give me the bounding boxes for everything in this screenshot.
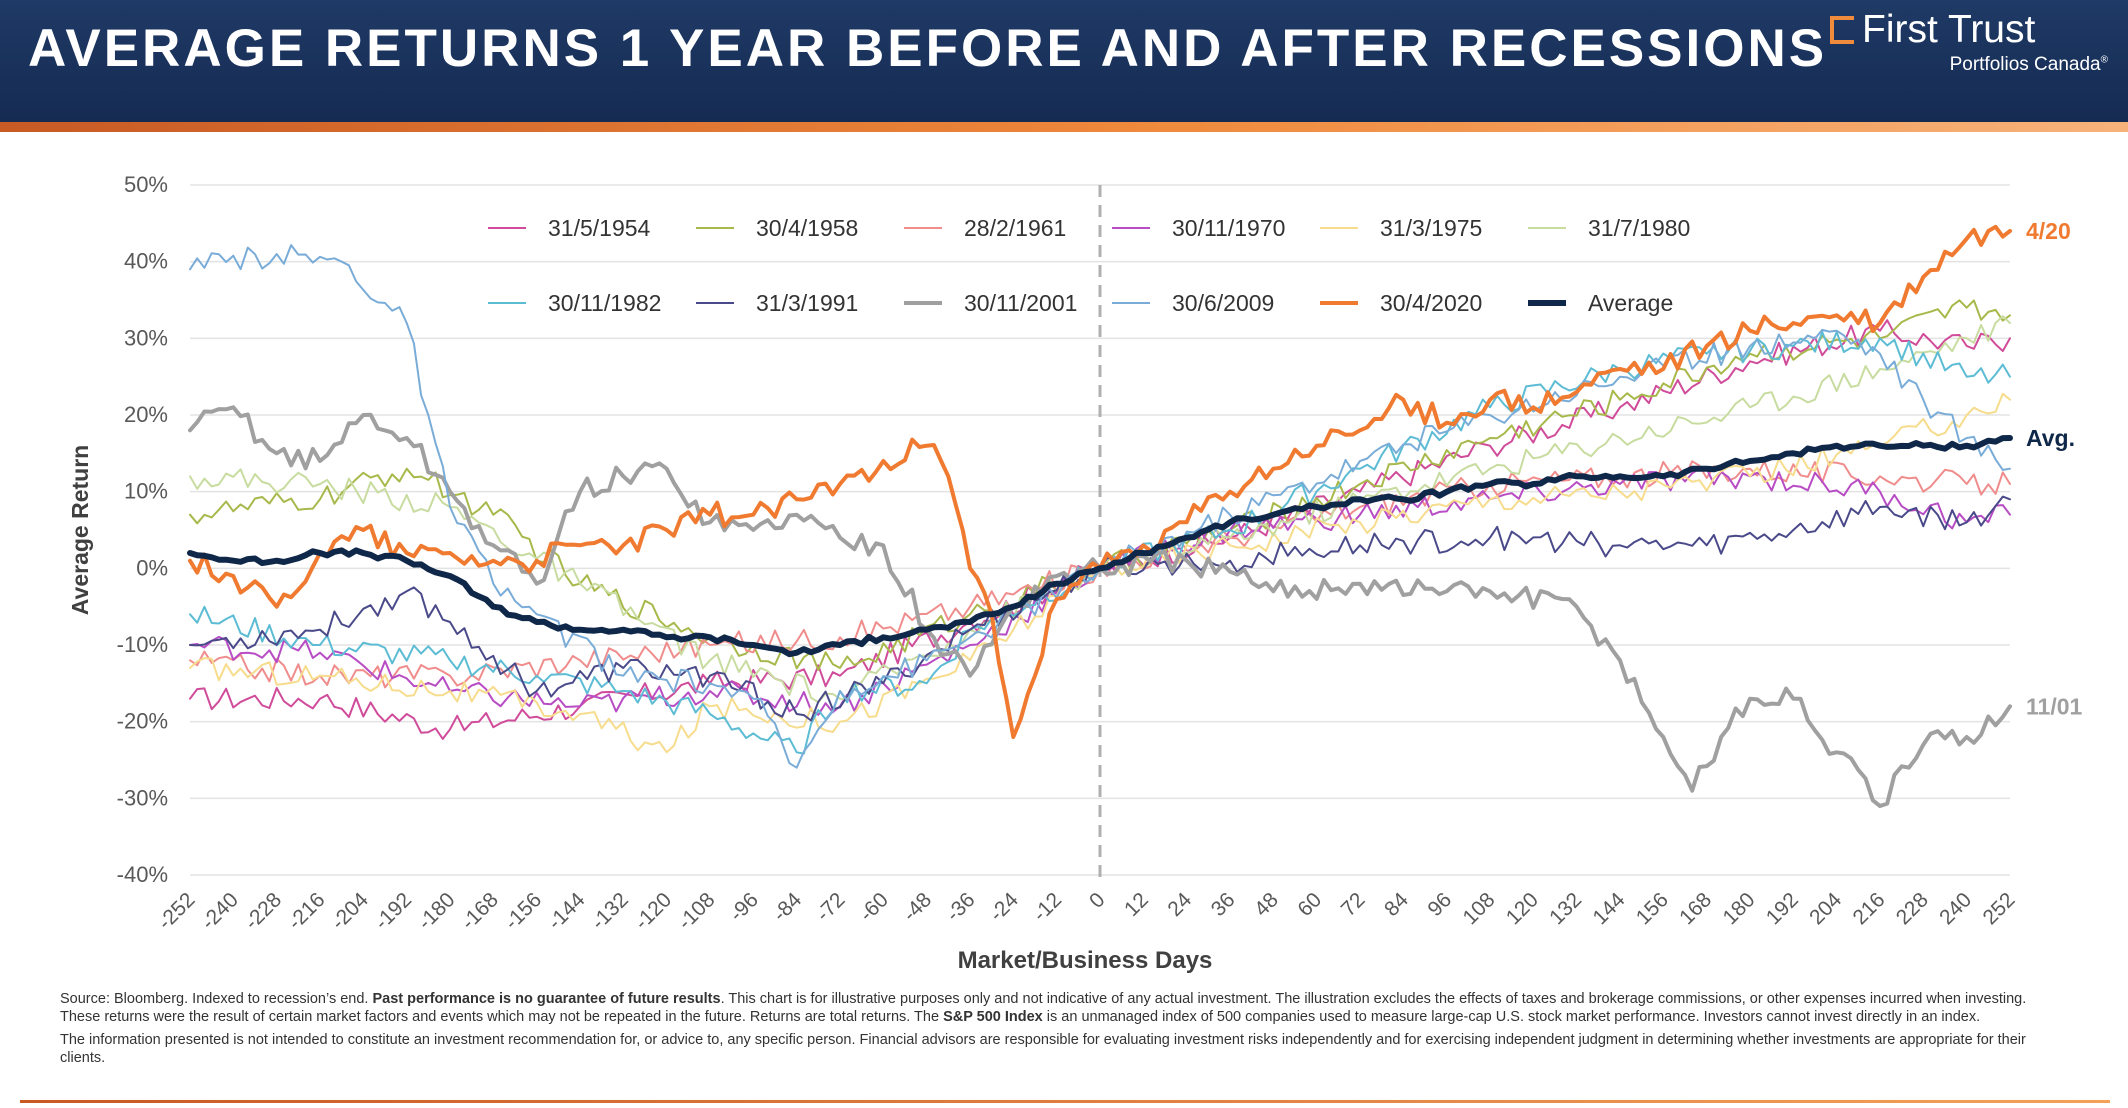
logo-registered-mark: ® (2100, 54, 2108, 66)
x-tick-label: 0 (1085, 888, 1110, 913)
legend-label: 31/3/1991 (756, 290, 858, 316)
x-tick-label: 120 (1502, 888, 1543, 929)
x-tick-label: 192 (1762, 888, 1803, 929)
x-tick-label: -156 (500, 888, 546, 934)
legend-label: 30/4/2020 (1380, 290, 1482, 316)
x-tick-label: -180 (414, 888, 460, 934)
company-logo: First Trust Portfolios Canada® (1828, 6, 2108, 106)
page-title: AVERAGE RETURNS 1 YEAR BEFORE AND AFTER … (28, 19, 1828, 78)
legend-label: 31/7/1980 (1588, 215, 1690, 241)
footnote-sp500: S&P 500 Index (943, 1009, 1043, 1025)
x-tick-label: 240 (1935, 888, 1976, 929)
end-label: 4/20 (2026, 218, 2071, 244)
x-tick-label: -48 (898, 888, 936, 926)
legend-label: 30/6/2009 (1172, 290, 1274, 316)
x-tick-label: -84 (768, 888, 806, 926)
footnote-illustrative: . This chart is for illustrative purpose… (60, 991, 2027, 1025)
end-label: Avg. (2026, 425, 2075, 451)
x-tick-label: 204 (1805, 888, 1846, 929)
legend: 31/5/1954 30/4/1958 28/2/1961 30/11/1970 31/… (488, 215, 1690, 316)
legend-label: 31/3/1975 (1380, 215, 1482, 241)
x-tick-label: -240 (197, 888, 243, 934)
x-tick-label: 12 (1120, 888, 1153, 921)
x-tick-label: -24 (985, 888, 1023, 926)
x-tick-label: 180 (1718, 888, 1759, 929)
logo-sub-text: Portfolios Canada (1949, 54, 2101, 75)
legend-label: 30/11/1970 (1172, 215, 1285, 241)
legend-label: 28/2/1961 (964, 215, 1066, 241)
x-tick-label: -120 (630, 888, 676, 934)
series-line-Average (187, 435, 2013, 658)
x-tick-label: 60 (1293, 888, 1326, 921)
x-tick-label: -12 (1028, 888, 1066, 926)
y-tick-label: 20% (124, 402, 168, 427)
x-tick-label: 228 (1892, 888, 1933, 929)
x-tick-label: -132 (587, 888, 633, 934)
x-tick-label: 96 (1423, 888, 1456, 921)
y-tick-label: -20% (117, 709, 168, 734)
footnote-disclaimer: Source: Bloomberg. Indexed to recession’… (60, 990, 2070, 1026)
x-tick-label: -36 (942, 888, 980, 926)
x-tick-label: -204 (327, 888, 373, 934)
footnote-source: Source: Bloomberg. Indexed to recession’… (60, 991, 373, 1007)
header-banner: AVERAGE RETURNS 1 YEAR BEFORE AND AFTER … (0, 0, 2128, 122)
x-tick-label: 132 (1545, 888, 1586, 929)
y-tick-label: 10% (124, 479, 168, 504)
x-tick-label: -228 (240, 888, 286, 934)
y-tick-label: 0% (136, 555, 168, 580)
x-tick-label: 84 (1380, 888, 1413, 921)
x-tick-label: -60 (855, 888, 893, 926)
footnote-past-performance: Past performance is no guarantee of futu… (372, 991, 721, 1007)
x-tick-label: 24 (1163, 888, 1196, 921)
y-axis-title: Average Return (67, 445, 93, 615)
y-tick-label: -10% (117, 632, 168, 657)
footnote-advice: The information presented is not intende… (60, 1032, 2026, 1066)
y-tick-label: 30% (124, 325, 168, 350)
y-tick-label: 50% (124, 172, 168, 197)
x-tick-label: -216 (284, 888, 330, 934)
x-tick-label: 216 (1848, 888, 1889, 929)
y-tick-label: -30% (117, 785, 168, 810)
end-label: 11/01 (2026, 693, 2082, 719)
x-tick-label: 156 (1632, 888, 1673, 929)
x-tick-label: -72 (812, 888, 850, 926)
x-axis-title: Market/Business Days (958, 947, 1213, 974)
footnote-index-desc: is an unmanaged index of 500 companies u… (1042, 1009, 1981, 1025)
x-tick-label: -252 (154, 888, 200, 934)
x-tick-label: 72 (1337, 888, 1370, 921)
x-tick-label: -192 (370, 888, 416, 934)
x-tick-label: -108 (674, 888, 720, 934)
legend-label: 30/4/1958 (756, 215, 858, 241)
x-tick-label: 48 (1250, 888, 1283, 921)
x-tick-label: -144 (544, 888, 590, 934)
logo-subtitle: Portfolios Canada® (1950, 54, 2108, 76)
y-tick-label: -40% (117, 862, 168, 887)
legend-label: 30/11/2001 (964, 290, 1077, 316)
x-tick-label: -96 (725, 888, 763, 926)
legend-label: 30/11/1982 (548, 290, 661, 316)
x-tick-label: -168 (457, 888, 503, 934)
header-accent-rule (0, 122, 2128, 132)
returns-line-chart: 50%40%30%20%10%0%-10%-20%-30%-40%-252-24… (67, 172, 2082, 974)
legend-label: Average (1588, 290, 1673, 316)
bottom-accent-rule (20, 1100, 2110, 1103)
logo-bracket-icon (1830, 16, 1854, 44)
legend-label: 31/5/1954 (548, 215, 651, 241)
x-tick-label: 108 (1458, 888, 1499, 929)
x-tick-label: 252 (1978, 888, 2019, 929)
logo-name: First Trust (1862, 8, 2036, 51)
x-tick-label: 144 (1588, 888, 1629, 929)
x-tick-label: 168 (1675, 888, 1716, 929)
x-tick-label: 36 (1207, 888, 1240, 921)
footnotes: Source: Bloomberg. Indexed to recession’… (60, 990, 2070, 1072)
y-tick-label: 40% (124, 249, 168, 274)
